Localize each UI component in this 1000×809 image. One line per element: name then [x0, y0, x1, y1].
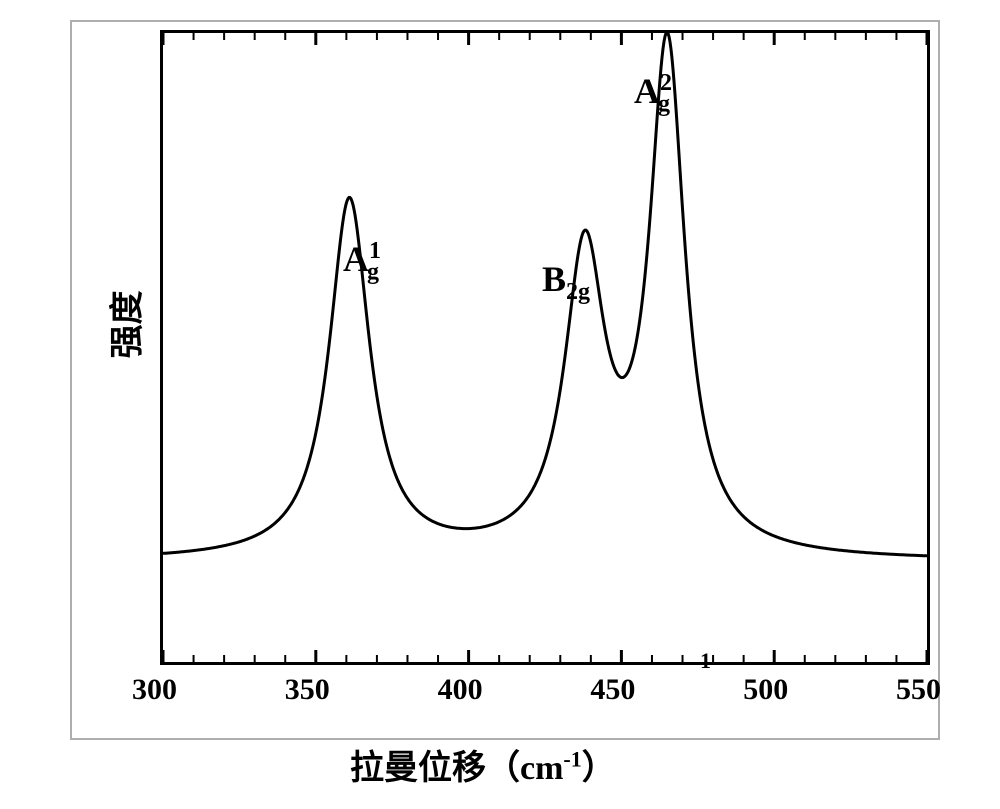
x-axis-label-text: 拉曼位移（cm [350, 750, 563, 787]
chart-svg [163, 33, 927, 662]
x-tick-label: 500 [743, 673, 788, 707]
peak-label-B2g: B2g [542, 258, 590, 306]
peak-label-Ag2: A2g [634, 70, 670, 118]
plot-area [160, 30, 930, 665]
x-tick-label: 300 [132, 673, 177, 707]
x-axis-label: 拉曼位移（cm-1） [350, 740, 616, 789]
x-tick-label: 350 [285, 673, 330, 707]
peak-label-Ag1: A1g [343, 238, 379, 286]
x-tick-label: 550 [896, 673, 941, 707]
x-tick-label: 450 [590, 673, 635, 707]
x-tick-label: 400 [438, 673, 483, 707]
y-axis-label: 强度 [100, 291, 149, 359]
clip-artifact: 1 [700, 648, 711, 674]
